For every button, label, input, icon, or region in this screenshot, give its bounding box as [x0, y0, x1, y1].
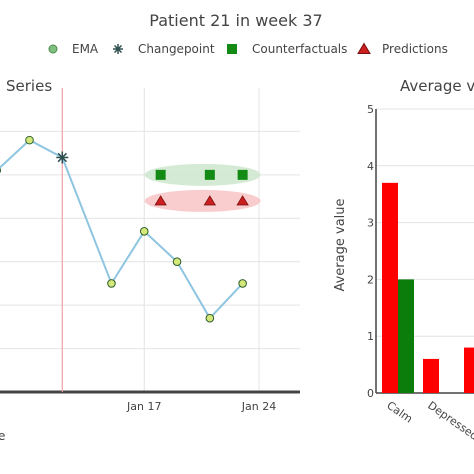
legend: EMA Changepoint Counterfactuals Predicti… — [48, 42, 448, 56]
prediction-marker-icon — [357, 42, 371, 54]
legend-item-counterfactuals[interactable]: Counterfactuals — [227, 42, 347, 56]
average-y-tick-label: 4 — [367, 160, 374, 173]
prediction-band — [144, 189, 261, 212]
average-bar — [464, 347, 474, 393]
series-subplot-title: Series — [6, 77, 52, 95]
average-y-axis: 0 1 2 3 4 5 — [367, 103, 374, 400]
ema-line — [0, 138, 244, 320]
ema-point — [238, 279, 247, 288]
changepoint-stroke — [57, 152, 68, 163]
legend-item-predictions[interactable]: Predictions — [357, 42, 448, 56]
ema-marker-icon — [48, 44, 58, 54]
average-y-tick-label: 5 — [367, 103, 374, 116]
average-y-tick-label: 3 — [367, 217, 374, 230]
changepoint-point — [56, 151, 69, 164]
legend-label-ema: EMA — [72, 42, 99, 56]
counterfactual-marker — [237, 169, 248, 180]
prediction-marker — [154, 195, 167, 206]
counterfactual-marker — [155, 169, 166, 180]
average-y-tick-label: 0 — [367, 387, 374, 400]
counterfactual-marker — [204, 169, 215, 180]
legend-label-predictions: Predictions — [382, 42, 448, 56]
ema-point — [139, 227, 149, 236]
legend-label-changepoint: Changepoint — [138, 42, 215, 56]
average-x-tick-label: Calm — [384, 399, 415, 426]
series-x-tick-label: Jan 17 — [126, 400, 161, 413]
prediction-marker — [236, 195, 249, 206]
ema-point — [25, 135, 34, 145]
average-subplot-title: Average value — [400, 77, 474, 95]
series-x-axis: Jan 17 Jan 24 — [126, 400, 276, 413]
average-x-tick-label: Depressed — [425, 399, 474, 443]
figure-title: Patient 21 in week 37 — [149, 11, 322, 30]
average-y-tick-label: 1 — [367, 330, 374, 343]
ema-point — [205, 313, 215, 323]
footer-text: e — [0, 429, 5, 443]
series-panel: Series Jan 17 Jan 24 — [0, 77, 300, 413]
legend-label-counterfactuals: Counterfactuals — [252, 42, 347, 56]
ema-point — [0, 167, 2, 174]
counterfactual-marker-icon — [227, 44, 237, 54]
changepoint-marker-icon — [113, 44, 123, 54]
counterfactual-band — [144, 163, 261, 186]
average-bar — [398, 279, 414, 393]
average-bar — [382, 182, 398, 393]
legend-item-changepoint[interactable]: Changepoint — [113, 42, 215, 56]
average-bar — [423, 358, 439, 393]
prediction-marker — [203, 195, 217, 206]
average-y-tick-label: 2 — [367, 273, 374, 286]
series-plot-area — [0, 88, 300, 394]
ema-point — [107, 279, 116, 288]
legend-item-ema[interactable]: EMA — [48, 42, 99, 56]
average-plot-area — [375, 108, 474, 394]
series-x-tick-label: Jan 24 — [241, 400, 276, 413]
average-y-axis-label: Average value — [333, 198, 348, 291]
ema-point — [172, 257, 182, 267]
average-x-axis: Calm Depressed — [384, 399, 474, 443]
average-panel: Average value Average value 0 1 2 3 4 5 Calm D… — [333, 77, 474, 443]
